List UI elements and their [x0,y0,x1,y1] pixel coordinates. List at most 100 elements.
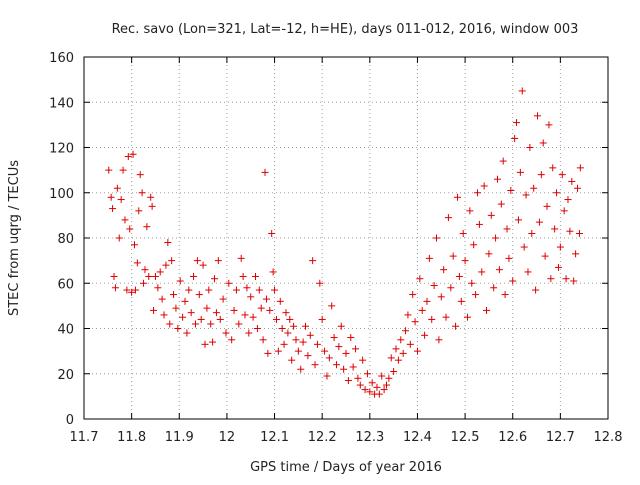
data-point [181,297,189,305]
data-point [278,325,286,332]
data-point [284,329,292,337]
data-point [411,318,419,326]
data-point [535,218,543,226]
axis-ticks [83,56,609,420]
data-point [272,315,280,323]
x-tick-label: 11.9 [165,430,194,445]
data-point [228,336,236,344]
data-point [560,207,568,215]
data-point [205,286,213,294]
data-point [271,286,279,294]
data-point [311,361,319,369]
data-point [421,331,429,339]
data-point [113,184,121,192]
data-point [141,266,149,274]
data-point [150,306,158,314]
data-point [288,356,296,364]
data-point [359,356,367,364]
data-point [259,336,267,344]
data-point [344,377,352,385]
data-point [449,252,457,260]
data-point [373,383,381,391]
data-point [487,211,495,219]
data-point [490,284,498,292]
data-point [135,207,143,215]
x-tick-label: 12.8 [594,430,623,445]
data-point [461,257,469,265]
x-tick-label: 11.7 [70,430,99,445]
data-point [404,311,412,319]
x-tick-label: 11.8 [117,430,146,445]
y-tick-label: 140 [49,96,74,111]
data-point [375,390,383,398]
data-point [473,189,481,197]
data-point [493,175,501,183]
data-point [306,331,314,339]
data-point [124,153,132,161]
data-point [172,304,180,312]
y-tick-label: 40 [57,323,74,338]
data-point [235,320,243,328]
data-point [107,193,115,201]
data-point [247,293,255,301]
data-point [453,193,461,201]
x-tick-label: 12.2 [308,430,337,445]
data-point [503,225,511,233]
data-point [406,340,414,348]
data-point [509,277,517,285]
data-point [511,134,519,142]
data-point [452,322,460,330]
data-point [286,315,294,323]
data-point [266,306,274,314]
data-point [304,352,312,360]
data-point [212,309,220,317]
y-tick-label: 80 [57,232,74,247]
x-tick-label: 12 [219,430,236,445]
data-point [435,336,443,344]
data-point [495,266,503,274]
data-point [354,374,362,382]
data-point [232,286,240,294]
data-point [316,279,324,287]
data-point [483,306,491,314]
data-point [380,386,388,394]
data-point [148,202,156,210]
x-tick-label: 12.3 [355,430,384,445]
data-point [492,234,500,242]
data-point [430,282,438,290]
data-point [318,315,326,323]
data-point [524,268,532,276]
data-point [115,234,123,242]
data-point [269,268,277,276]
data-point [499,157,507,165]
y-tick-labels: 0 20 40 60 80 100 120 140 160 [49,51,74,428]
data-point [402,327,410,335]
data-point [179,313,187,321]
data-point [191,320,199,328]
data-point [325,354,333,362]
x-tick-labels: 11.7 11.8 11.9 12 12.1 12.2 12.3 12.4 12.5 12.6 12… [70,430,623,445]
data-point [382,381,390,389]
data-point [166,320,174,328]
data-point [126,225,134,233]
data-point [140,279,148,287]
data-point [121,216,129,224]
data-point [174,325,182,332]
data-point [440,266,448,274]
data-point [457,297,465,305]
data-point [468,279,476,287]
data-point [558,171,566,179]
data-point [455,272,463,280]
data-point [497,200,505,208]
data-point [518,87,526,95]
data-point [297,365,305,373]
x-tick-label: 12.5 [451,430,480,445]
data-point [214,257,222,265]
data-point [392,345,400,353]
data-point [368,379,376,387]
data-point [444,214,452,222]
data-points [105,87,584,398]
data-point [162,261,170,269]
data-point [480,182,488,190]
